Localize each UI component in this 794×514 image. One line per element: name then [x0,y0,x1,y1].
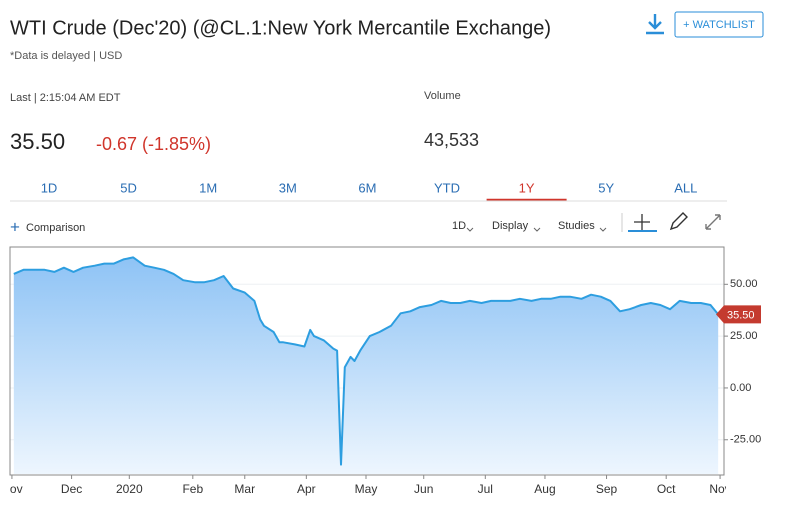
y-tick-label: 25.00 [730,330,758,342]
plot-frame [9,246,725,476]
comparison-plus[interactable]: + [10,217,20,236]
watchlist-label[interactable]: + WATCHLIST [683,19,755,31]
display-menu[interactable]: Display [492,220,529,232]
crosshair-tool[interactable] [628,214,657,232]
last-label: Last | 2:15:04 AM EDT [10,92,121,104]
x-tick-label: Feb [182,482,203,496]
area [13,257,719,474]
price: 35.50 [10,129,65,154]
last-price-tag [716,305,761,324]
x-tick-label: Dec [61,482,82,496]
range-tabs: 1D 5D 1M 3M 6M YTD 1Y 5Y ALL [41,180,697,202]
range-tab[interactable]: YTD [434,180,460,195]
crosshair-icon [634,214,650,230]
x-tick-label: Nov [1,482,22,496]
range-tab[interactable]: 6M [358,180,376,195]
watchlist-button[interactable] [674,11,764,38]
last-price-label: 35.50 [727,309,755,321]
x-axis: Nov Dec 2020 Feb Mar Apr May Jun Jul Aug Sep Oct Nov [1,482,730,496]
series [13,256,719,474]
title: WTI Crude (Dec'20) (@CL.1:New York Merca… [10,17,551,39]
x-tick-label: Oct [657,482,676,496]
subtitle: *Data is delayed | USD [10,50,122,62]
x-tick-label: Aug [534,482,555,496]
x-tick-label: Jun [414,482,433,496]
range-tab[interactable]: ALL [674,180,697,195]
y-tick-label: -25.00 [730,434,761,446]
x-tick-label: Mar [234,482,255,496]
interval-menu[interactable]: 1D [452,220,466,232]
expand-tool[interactable] [705,214,721,230]
range-tab[interactable]: 5Y [598,180,614,195]
x-tick-label: Jul [478,482,493,496]
volume-label: Volume [424,90,461,102]
line [13,256,719,466]
x-tick-label: May [355,482,378,496]
change: -0.67 (-1.85%) [96,134,211,154]
draw-tool[interactable] [669,212,688,231]
x-tick-label: Sep [596,482,618,496]
plot [10,256,724,474]
range-tab[interactable]: 1M [199,180,217,195]
studies-menu[interactable]: Studies [558,220,595,232]
menu-carets [466,227,607,232]
range-tab[interactable]: 3M [279,180,297,195]
y-tick-label: 50.00 [730,278,758,290]
download-arrow [648,14,662,30]
range-tab[interactable]: 1Y [519,180,535,195]
x-tick-label: Apr [297,482,316,496]
x-tick-label: Nov [709,482,730,496]
range-tab[interactable]: 5D [120,180,137,195]
x-tick-label: 2020 [116,482,143,496]
download-icon[interactable] [646,14,664,35]
range-tab[interactable]: 1D [41,180,58,195]
volume: 43,533 [424,130,479,150]
comparison[interactable]: Comparison [26,222,85,234]
y-tick-label: 0.00 [730,382,751,394]
